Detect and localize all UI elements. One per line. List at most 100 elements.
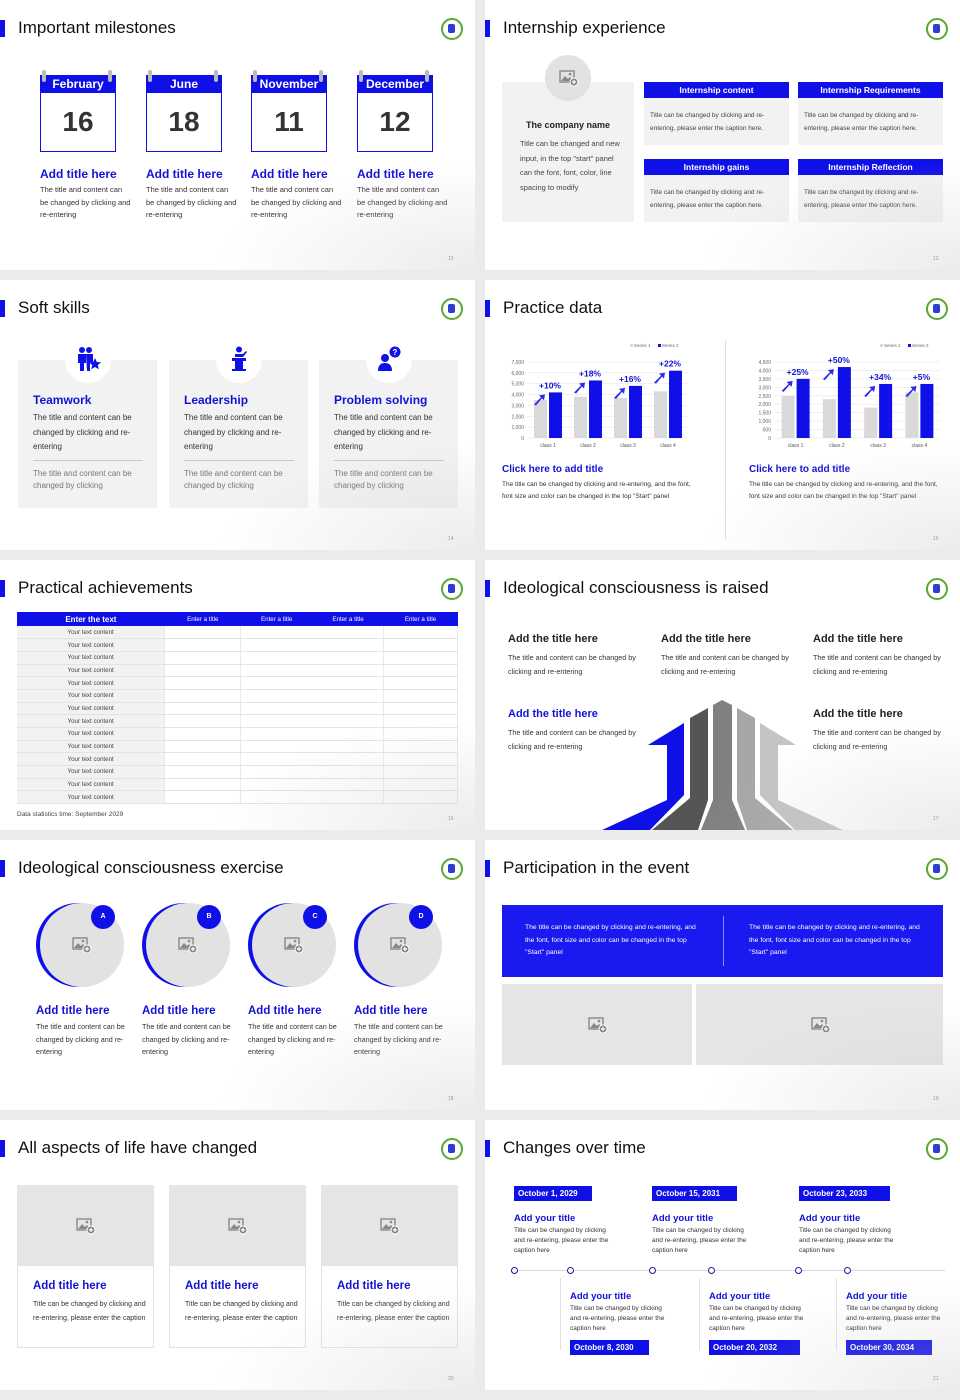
table-cell[interactable] [164,638,242,652]
table-cell[interactable] [164,714,242,728]
slide-21[interactable]: Changes over time 21 October 1, 2029 Add yo… [485,1120,960,1390]
table-cell[interactable] [240,638,313,652]
table-cell[interactable] [312,702,385,716]
table-cell[interactable] [383,727,458,741]
table-cell[interactable] [240,626,313,640]
table-cell[interactable]: Your text content [17,778,166,792]
table-cell[interactable] [312,790,385,805]
image-placeholder[interactable] [169,1185,306,1266]
image-placeholder[interactable] [17,1185,154,1266]
table-cell[interactable]: Your text content [17,765,166,779]
table-cell[interactable] [164,727,242,741]
add-image-icon[interactable] [588,1016,608,1034]
table-cell[interactable]: Your text content [17,790,166,805]
slide-20[interactable]: All aspects of life have changed 20 Add ti… [0,1120,475,1390]
table-cell[interactable]: Your text content [17,752,166,767]
table-cell[interactable] [312,689,385,703]
image-placeholder[interactable] [321,1185,458,1266]
table-cell[interactable] [312,740,385,754]
add-image-icon[interactable] [228,1217,248,1235]
table-cell[interactable] [164,689,242,703]
table-cell[interactable] [312,676,385,690]
table-cell[interactable] [240,702,313,716]
add-image-icon[interactable] [380,1217,400,1235]
table-cell[interactable] [383,638,458,652]
table-cell[interactable]: Your text content [17,714,166,728]
table-cell[interactable] [240,676,313,690]
table-cell[interactable] [240,778,313,792]
table-cell[interactable]: Your text content [17,626,166,640]
timeline-dot[interactable] [708,1267,715,1274]
table-cell[interactable] [383,714,458,728]
table-cell[interactable] [240,790,313,805]
table-cell[interactable] [240,752,313,767]
column-header[interactable]: Enter a title [383,612,458,626]
table-cell[interactable] [164,740,242,754]
table-cell[interactable] [312,778,385,792]
table-cell[interactable] [312,752,385,767]
slide-15[interactable]: Practice data 15 0 1,000 2,000 3,000 4,000 5,00… [485,280,960,550]
table-cell[interactable] [164,676,242,690]
table-cell[interactable] [383,676,458,690]
table-cell[interactable] [383,740,458,754]
column-header[interactable]: Enter the text [17,612,165,626]
timeline-dot[interactable] [844,1267,851,1274]
table-cell[interactable] [312,714,385,728]
table-cell[interactable] [240,727,313,741]
table-cell[interactable]: Your text content [17,664,166,678]
table-cell[interactable] [312,727,385,741]
add-image-icon[interactable] [810,1016,831,1034]
add-image-icon[interactable] [284,936,304,954]
table-cell[interactable] [383,752,458,767]
company-image-placeholder[interactable] [545,55,591,101]
column-header[interactable]: Enter a title [312,612,384,626]
image-placeholder[interactable] [696,984,943,1065]
table-cell[interactable] [164,651,242,665]
table-cell[interactable] [240,740,313,754]
image-placeholder[interactable] [502,984,692,1065]
table-cell[interactable] [164,626,242,640]
table-cell[interactable]: Your text content [17,727,166,741]
slide-17[interactable]: Ideological consciousness is raised 17 Add… [485,560,960,830]
column-header[interactable]: Enter a title [164,612,241,626]
table-cell[interactable] [383,664,458,678]
table-cell[interactable] [383,626,458,640]
table-cell[interactable] [164,702,242,716]
table-cell[interactable]: Your text content [17,740,166,754]
add-image-icon[interactable] [178,936,198,954]
add-image-icon[interactable] [390,936,410,954]
table-cell[interactable] [312,626,385,640]
table-cell[interactable] [240,664,313,678]
table-cell[interactable] [312,765,385,779]
table-cell[interactable] [383,778,458,792]
add-image-icon[interactable] [72,936,92,954]
table-cell[interactable]: Your text content [17,651,166,665]
table-cell[interactable] [383,702,458,716]
add-image-icon[interactable] [559,69,579,87]
timeline-dot[interactable] [795,1267,802,1274]
slide-16[interactable]: Practical achievements 16 Enter the text En… [0,560,475,830]
table-cell[interactable]: Your text content [17,638,166,652]
table-cell[interactable] [164,778,242,792]
table-cell[interactable] [383,790,458,805]
table-cell[interactable] [164,752,242,767]
table-cell[interactable]: Your text content [17,689,166,703]
column-header[interactable]: Enter a title [240,612,313,626]
table-cell[interactable]: Your text content [17,676,166,690]
timeline-dot[interactable] [511,1267,518,1274]
table-cell[interactable] [164,790,242,805]
table-cell[interactable] [312,664,385,678]
timeline-dot[interactable] [649,1267,656,1274]
table-cell[interactable] [240,765,313,779]
table-cell[interactable] [240,689,313,703]
table-cell[interactable] [383,765,458,779]
table-cell[interactable] [312,651,385,665]
slide-12[interactable]: Important milestones 12 February 16 Add ti… [0,0,475,270]
slide-13[interactable]: Internship experience 13 The company name… [485,0,960,270]
slide-18[interactable]: Ideological consciousness exercise 18 A Add… [0,840,475,1110]
table-cell[interactable]: Your text content [17,702,166,716]
add-image-icon[interactable] [76,1217,96,1235]
table-cell[interactable] [164,765,242,779]
slide-14[interactable]: Soft skills 14 Teamwork The title and conte… [0,280,475,550]
table-cell[interactable] [383,689,458,703]
